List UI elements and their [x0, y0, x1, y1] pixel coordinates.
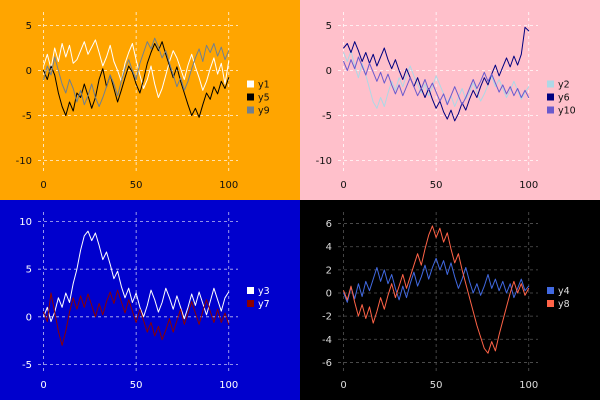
chart-panel-bottom-left: 10 5 0 -5 0 50 100 y3 y7: [0, 200, 300, 400]
y-tick-label: 4: [326, 242, 332, 253]
y-tick-label: 0: [26, 312, 32, 323]
series-line-y3: [43, 230, 230, 323]
legend-label-y5: y5: [258, 93, 270, 104]
y-tick-label: -5: [22, 360, 32, 371]
legend-item-y4: y4: [547, 286, 570, 297]
x-tick-label: 100: [519, 180, 538, 191]
legend-item-y6: y6: [547, 93, 570, 104]
legend-swatch-y1: [247, 80, 254, 88]
legend-item-y9: y9: [247, 106, 270, 117]
legend-swatch-y6: [547, 93, 554, 101]
series-line-y7: [43, 289, 230, 346]
y-tick-label: -2: [322, 312, 332, 323]
chart-panel-bottom-right: 6 4 2 0 -2 -4 -6 0 50 100 y4 y8: [300, 200, 600, 400]
legend-swatch-y3: [247, 287, 254, 294]
x-tick-label: 50: [130, 380, 143, 391]
y-tick-label: 0: [326, 289, 332, 300]
legend-swatch-y5: [247, 93, 254, 101]
legend-label-y7: y7: [258, 299, 270, 310]
legend-label-y1: y1: [258, 80, 270, 91]
y-tick-label: 6: [326, 219, 332, 230]
x-tick-label: 100: [219, 380, 238, 391]
y-tick-label: -6: [322, 358, 332, 369]
y-tick-label: -10: [16, 156, 32, 167]
series-line-y4: [343, 257, 530, 303]
legend-item-y8: y8: [547, 299, 570, 310]
x-tick-label: 0: [340, 380, 346, 391]
legend-swatch-y10: [547, 106, 554, 114]
legend: y2 y6 y10: [547, 80, 576, 117]
y-tick-label: 0: [26, 66, 32, 77]
y-tick-label: 10: [19, 217, 32, 228]
legend-swatch-y9: [247, 106, 254, 114]
y-tick-label: 5: [26, 265, 32, 276]
x-tick-label: 50: [430, 180, 443, 191]
x-tick-label: 100: [519, 380, 538, 391]
legend-item-y1: y1: [247, 80, 270, 91]
y-tick-label: 5: [26, 21, 32, 32]
legend-label-y8: y8: [558, 299, 570, 310]
series-line-y8: [343, 225, 530, 354]
series-line-y6: [343, 26, 530, 122]
legend-label-y9: y9: [258, 106, 270, 117]
legend-item-y7: y7: [247, 299, 270, 310]
legend-swatch-y8: [547, 300, 554, 307]
legend-label-y6: y6: [558, 93, 570, 104]
x-tick-label: 100: [219, 180, 238, 191]
legend-label-y10: y10: [558, 106, 576, 117]
x-tick-label: 0: [40, 180, 46, 191]
legend-label-y3: y3: [258, 286, 270, 297]
series-line-y9: [43, 37, 230, 107]
y-tick-label: -5: [22, 111, 32, 122]
legend: y1 y5 y9: [247, 80, 270, 117]
y-tick-label: -4: [322, 335, 332, 346]
series-line-y2: [343, 50, 530, 109]
series-line-y5: [43, 41, 230, 118]
legend-item-y10: y10: [547, 106, 576, 117]
x-tick-label: 0: [40, 380, 46, 391]
legend-swatch-y7: [247, 300, 254, 307]
y-tick-label: 5: [326, 21, 332, 32]
series-line-y10: [343, 56, 530, 106]
y-tick-label: -5: [322, 111, 332, 122]
legend-item-y3: y3: [247, 286, 270, 297]
x-tick-label: 0: [340, 180, 346, 191]
y-tick-label: 0: [326, 66, 332, 77]
y-tick-label: 2: [326, 265, 332, 276]
series-line-y1: [43, 39, 230, 98]
legend-swatch-y2: [547, 80, 554, 88]
x-tick-label: 50: [130, 180, 143, 191]
legend-label-y2: y2: [558, 80, 570, 91]
chart-panel-top-left: 5 0 -5 -10 0 50 100 y1 y5 y9: [0, 0, 300, 200]
chart-panel-top-right: 5 0 -5 -10 0 50 100 y2 y6 y10: [300, 0, 600, 200]
legend-item-y2: y2: [547, 80, 570, 91]
legend-item-y5: y5: [247, 93, 270, 104]
y-tick-label: -10: [316, 156, 332, 167]
legend-swatch-y4: [547, 287, 554, 294]
x-tick-label: 50: [430, 380, 443, 391]
legend-label-y4: y4: [558, 286, 570, 297]
